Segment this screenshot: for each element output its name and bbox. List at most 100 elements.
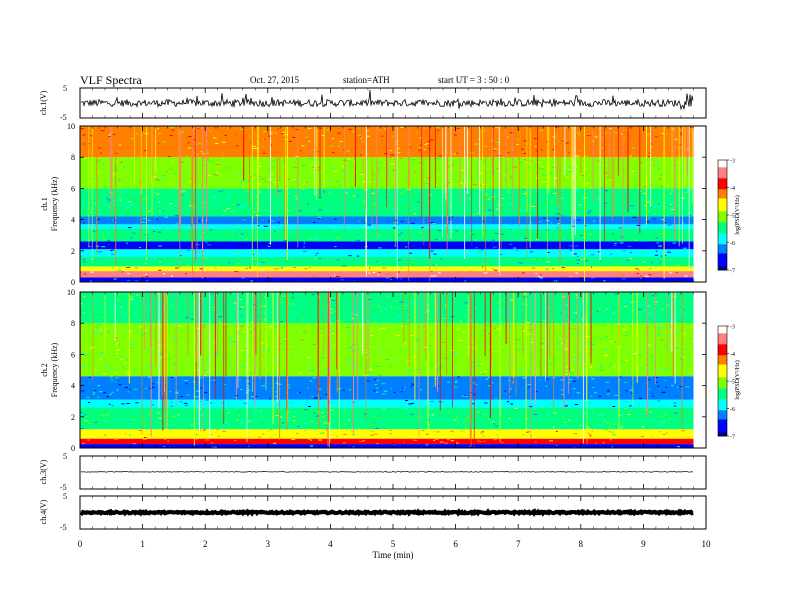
spectrogram-speckle (209, 229, 213, 231)
time-tick-label: 7 (516, 539, 521, 549)
spectrogram-speckle (671, 187, 675, 188)
ch1-ytick-bottom: -5 (60, 113, 67, 122)
spectrogram-speckle (166, 358, 171, 360)
spectrogram-speckle (575, 126, 580, 128)
spectrogram-speckle (569, 167, 573, 169)
spectrogram-streak (559, 126, 561, 264)
spectrogram-speckle (597, 198, 599, 200)
spectrogram-speckle (317, 217, 322, 219)
spectrogram-speckle (318, 412, 320, 413)
spectrogram-speckle (121, 403, 125, 405)
spectrogram-speckle (125, 433, 127, 435)
spectrogram-speckle (283, 326, 285, 328)
spectrogram-speckle (225, 422, 228, 424)
spectrogram-speckle (332, 254, 336, 256)
spectrogram-speckle (156, 218, 158, 220)
spectrogram-streak (537, 126, 539, 239)
spectrogram-speckle (338, 236, 341, 238)
spectrogram-speckle (213, 401, 215, 403)
spectrogram-speckle (192, 304, 196, 306)
spectrogram-speckle (185, 317, 190, 319)
spectrogram-speckle (159, 325, 161, 327)
colorbar-segment (718, 226, 727, 229)
spectrogram-speckle (390, 410, 395, 412)
spectrogram-speckle (205, 307, 209, 309)
spectrogram-speckle (159, 273, 163, 275)
spectrogram-speckle (228, 341, 233, 343)
spectrogram-speckle (627, 204, 631, 206)
spectrogram-speckle (460, 320, 462, 322)
spectrogram-speckle (426, 143, 429, 144)
spectrogram-speckle (128, 227, 132, 229)
spectrogram-speckle (296, 433, 299, 435)
spectrogram-speckle (183, 161, 186, 163)
spectrogram-streak (317, 292, 319, 394)
spectrogram-streak (512, 126, 514, 213)
spectrogram-speckle (322, 401, 325, 403)
spectrogram-speckle (291, 314, 296, 316)
ch2-colorbar-label: log(PSD(V²/Hz) (734, 360, 741, 399)
spectrogram-speckle (347, 332, 350, 334)
spectrogram-speckle (609, 446, 611, 448)
colorbar-segment (718, 260, 727, 264)
spectrogram-speckle (591, 433, 594, 435)
spectrogram-speckle (325, 374, 328, 376)
spectrogram-speckle (379, 278, 382, 280)
spectrogram-speckle (472, 184, 477, 186)
ch1-trace (80, 89, 694, 111)
spectrogram-speckle (386, 198, 390, 199)
spectrogram-speckle (664, 414, 668, 416)
spectrogram-speckle (203, 374, 206, 376)
spectrogram-streak (407, 126, 409, 281)
spectrogram-speckle (128, 347, 132, 348)
spectrogram-speckle (397, 189, 400, 191)
spectrogram-speckle (610, 418, 613, 420)
spectrogram-speckle (520, 262, 523, 264)
spectrogram-speckle (287, 193, 291, 194)
spectrogram-speckle (670, 209, 674, 211)
spectrogram-speckle (316, 358, 318, 359)
spectrogram-speckle (285, 186, 288, 188)
colorbar-segment (718, 379, 727, 382)
spectrogram-speckle (377, 324, 379, 326)
colorbar-segment (718, 202, 727, 205)
spectrogram-speckle (233, 278, 236, 280)
spectrogram-speckle (488, 333, 491, 335)
spectrogram-speckle (261, 261, 265, 263)
spectrogram-speckle (215, 267, 217, 269)
spectrogram-speckle (424, 149, 426, 150)
spectrogram-speckle (97, 219, 100, 220)
spectrogram-speckle (612, 423, 616, 425)
spectrogram-speckle (501, 205, 504, 207)
spectrogram-speckle (240, 299, 243, 300)
spectrogram-speckle (126, 359, 130, 361)
spectrogram-speckle (438, 385, 440, 387)
spectrogram-speckle (612, 233, 614, 235)
spectrogram-speckle (500, 442, 504, 444)
colorbar-segment (718, 193, 727, 196)
spectrogram-band (80, 407, 694, 430)
spectrogram-speckle (673, 209, 675, 211)
colorbar-segment (718, 204, 727, 207)
spectrogram-speckle (573, 356, 576, 358)
spectrogram-speckle (330, 353, 332, 355)
spectrogram-speckle (660, 174, 663, 176)
spectrogram-speckle (456, 240, 458, 242)
spectrogram-speckle (357, 195, 359, 197)
colorbar-segment (718, 262, 727, 265)
spectrogram-speckle (538, 361, 541, 363)
spectrogram-speckle (156, 411, 161, 413)
spectrogram-streak (88, 126, 90, 248)
spectrogram-speckle (464, 419, 467, 421)
spectrogram-speckle (467, 431, 470, 432)
spectrogram-speckle (646, 133, 651, 135)
spectrogram-streak (279, 126, 281, 183)
spectrogram-streak (534, 292, 536, 403)
spectrogram-speckle (313, 344, 316, 345)
spectrogram-speckle (376, 418, 380, 420)
spectrogram-speckle (455, 380, 458, 382)
spectrogram-speckle (413, 439, 417, 441)
spectrogram-speckle (498, 278, 502, 280)
